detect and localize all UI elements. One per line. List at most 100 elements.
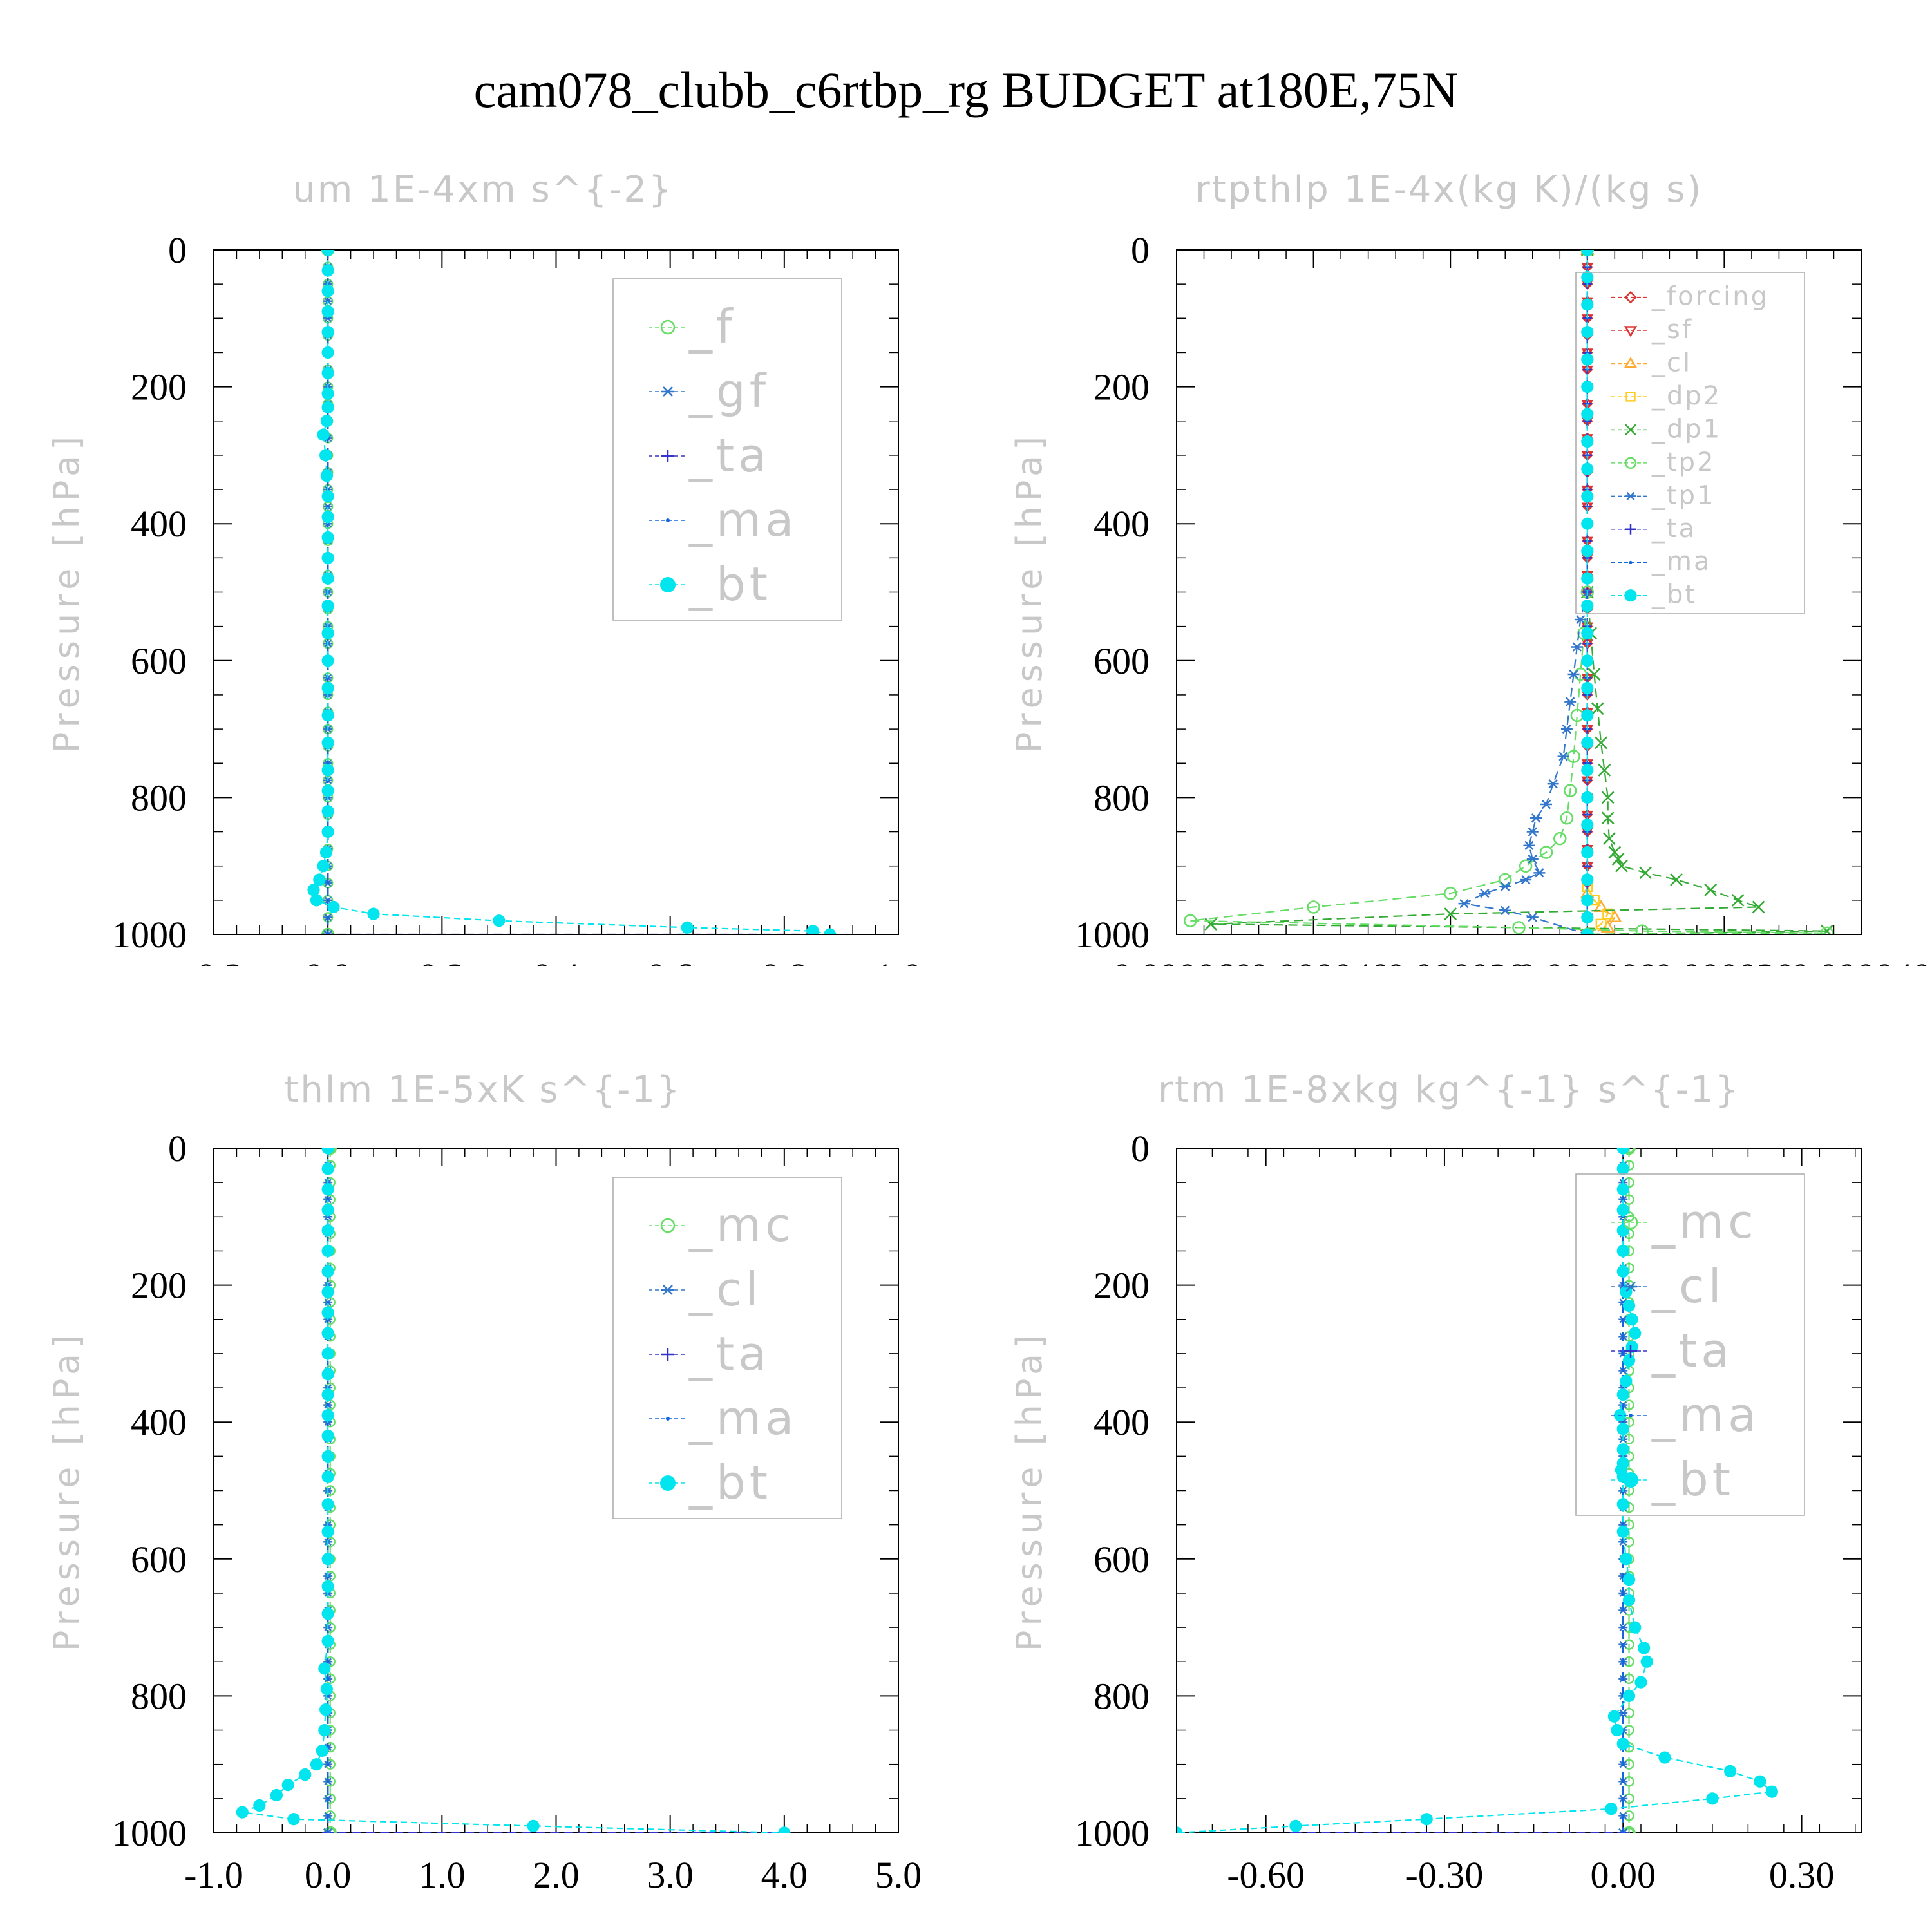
x-tick-label: 0.6	[647, 956, 694, 966]
data-point	[321, 531, 334, 544]
data-point	[1622, 1689, 1636, 1702]
data-point	[1523, 840, 1535, 850]
data-point	[1601, 791, 1615, 804]
x-axis: -1.0 0.0 1.0 2.0 3.0 4.0 5.0	[184, 1148, 922, 1896]
data-point	[321, 264, 334, 277]
legend: _forcing_sf_cl_dp2_dp1 _tp2 _tp1 _ta _ma _bt	[1575, 272, 1805, 614]
data-point	[824, 928, 837, 934]
legend-label: _bt	[688, 1455, 772, 1510]
data-point	[1586, 864, 1589, 867]
legend-label: _forcing	[1651, 282, 1769, 312]
data-point	[1598, 763, 1611, 777]
legend-marker	[1629, 560, 1633, 564]
legend-label: _bt	[688, 557, 772, 611]
legend-marker	[1625, 424, 1636, 436]
data-point	[1289, 1819, 1302, 1832]
data-point	[1581, 325, 1594, 339]
x-tick-label: 0.0	[305, 956, 352, 966]
plot-frame	[1176, 249, 1862, 935]
x-tick-label: 0.30	[1769, 1854, 1835, 1896]
legend-marker	[660, 319, 676, 335]
y-tick-label: 400	[1094, 503, 1150, 545]
legend-marker	[660, 1218, 676, 1233]
data-point	[1616, 1265, 1629, 1278]
legend-label: _bt	[1651, 580, 1697, 610]
legend-item: _tp1	[1611, 480, 1714, 510]
y-tick-label: 0	[168, 1128, 187, 1170]
data-point	[1560, 811, 1574, 825]
y-tick-label: 600	[131, 640, 187, 682]
plot-thlm: 0 200 400 600 800 1000 Pressure [hPa] -1.0 0.0 1.…	[46, 1128, 922, 1896]
data-point	[321, 1224, 334, 1237]
plot-frame	[1176, 1148, 1862, 1833]
legend: _mc _cl _ta _ma _bt	[1575, 1173, 1805, 1516]
data-point	[321, 1265, 334, 1278]
data-point	[1616, 1498, 1629, 1511]
y-tick-label: 800	[1094, 1675, 1150, 1717]
series-bt	[236, 1148, 791, 1833]
data-point	[1586, 813, 1589, 817]
data-point	[1616, 1224, 1629, 1237]
data-point	[527, 1819, 540, 1832]
legend-item: _f	[649, 299, 732, 354]
legend-marker	[661, 1285, 674, 1295]
data-point	[1622, 1354, 1636, 1367]
legend: _f _gf _ta _ma _bt	[612, 278, 842, 621]
data-point	[1581, 298, 1594, 311]
data-point	[1443, 886, 1457, 900]
x-tick-label: -0.60	[1227, 1854, 1305, 1896]
y-tick-label: 600	[1094, 640, 1150, 682]
data-point	[1571, 642, 1583, 652]
data-point	[1526, 913, 1539, 922]
y-tick-label: 0	[1131, 229, 1150, 271]
legend-label: _cl	[688, 1262, 762, 1316]
x-axis: -0.2 0.0 0.2 0.4 0.6 0.8 1.0	[184, 250, 922, 966]
data-point	[1581, 894, 1594, 907]
plot-rtm: 0 200 400 600 800 1000 Pressure [hPa] -0.60 -0.3…	[1009, 1128, 1862, 1896]
data-point	[1553, 831, 1567, 846]
data-point	[1658, 1751, 1671, 1764]
data-point	[321, 1470, 334, 1483]
legend-marker	[1625, 524, 1636, 535]
data-point	[1533, 868, 1546, 878]
y-axis: 0 200 400 600 800 1000	[112, 229, 898, 956]
series-tp2	[1184, 250, 1834, 934]
data-point	[310, 894, 323, 907]
x-tick-label: 0.2	[419, 956, 466, 966]
panel-thlm: thlm 1E-5xK s^{-1} 0 200 400 600 800 1000 Pres…	[0, 902, 966, 1932]
legend-marker	[661, 386, 674, 397]
data-point	[321, 1204, 334, 1217]
x-tick-label: 5.0	[875, 1854, 922, 1896]
data-point	[1602, 908, 1614, 920]
data-point	[1622, 1593, 1636, 1607]
data-point	[1530, 813, 1542, 823]
data-point	[321, 1327, 334, 1340]
legend-marker	[1624, 290, 1637, 304]
data-point	[1581, 873, 1594, 886]
legend-marker	[1624, 357, 1638, 368]
data-point	[1634, 1676, 1647, 1689]
data-point	[1595, 736, 1607, 750]
data-point	[327, 1814, 330, 1817]
data-point	[1622, 1318, 1625, 1321]
legend-label: _mc	[688, 1198, 795, 1252]
y-tick-label: 400	[131, 503, 187, 545]
legend-item: _mc	[649, 1198, 795, 1252]
data-point	[1575, 614, 1587, 625]
legend-label: _bt	[1651, 1452, 1734, 1506]
data-point	[321, 1408, 334, 1422]
legend-item: _mc	[1611, 1195, 1754, 1249]
legend-item: _sf	[1611, 315, 1693, 345]
panel-um: um 1E-4xm s^{-2} 0 200 400 600 800 1000 Pressu…	[0, 0, 966, 966]
data-point	[1622, 1780, 1625, 1783]
x-tick-label: 0.000020	[1654, 956, 1795, 966]
x-axis: -0.60 -0.30 0.00 0.30	[1176, 1148, 1856, 1896]
data-point	[1607, 1710, 1620, 1723]
y-tick-label: 600	[131, 1539, 187, 1580]
data-point	[1581, 490, 1594, 503]
y-tick-label: 200	[1094, 366, 1150, 408]
data-point	[321, 709, 334, 722]
data-point	[1581, 654, 1594, 667]
legend-label: _sf	[1651, 315, 1693, 345]
